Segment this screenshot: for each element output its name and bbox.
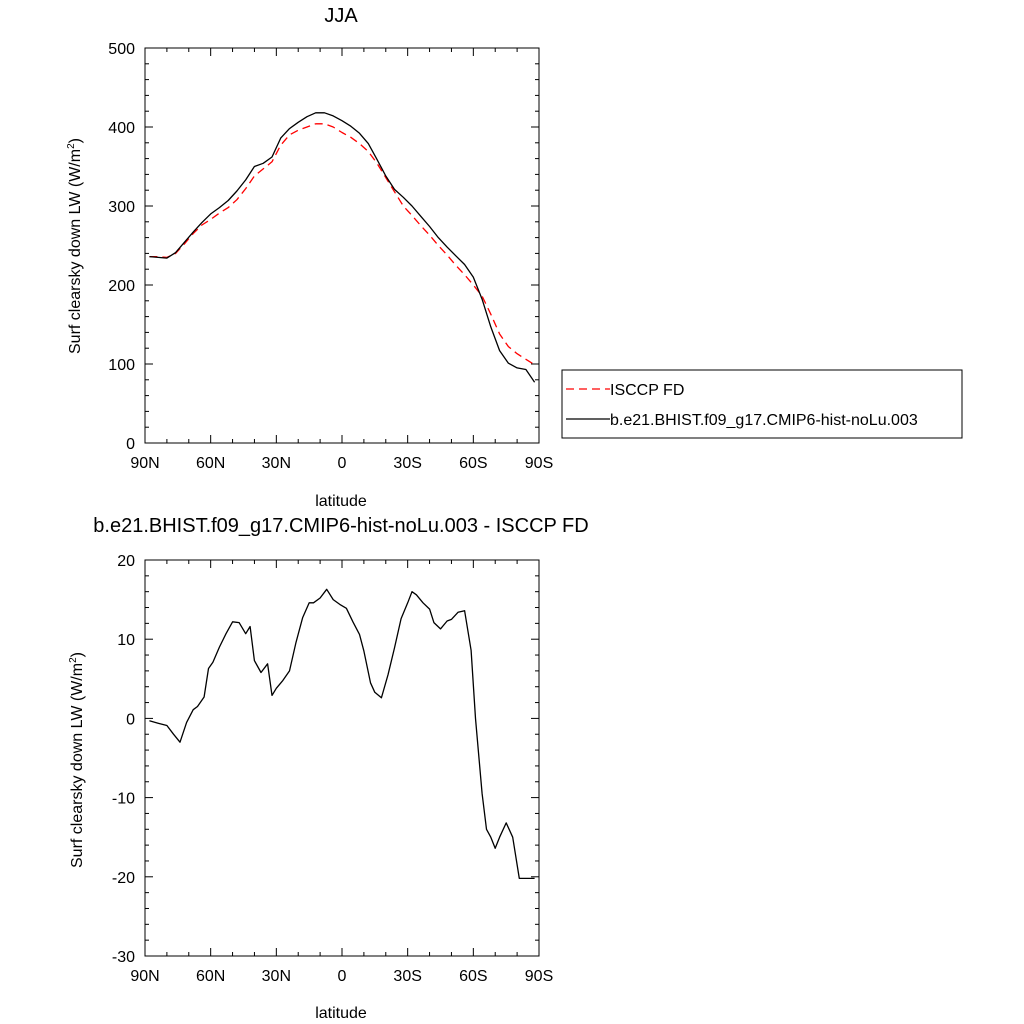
x-tick-label: 60S — [459, 455, 487, 472]
x-tick-label: 30N — [262, 455, 291, 472]
y-tick-label: 100 — [108, 357, 135, 374]
top-y-axis-label: Surf clearsky down LW (W/m2) — [66, 138, 84, 354]
y-tick-label: 300 — [108, 199, 135, 216]
y-tick-label: 200 — [108, 278, 135, 295]
top-x-axis-label: latitude — [315, 493, 367, 510]
y-tick-label: -10 — [112, 791, 135, 808]
series-line-1 — [149, 112, 536, 383]
x-tick-label: 60N — [196, 968, 225, 985]
y-tick-label: -30 — [112, 949, 135, 966]
y-tick-label: 400 — [108, 120, 135, 137]
y-tick-label: 20 — [117, 553, 135, 570]
x-tick-label: 90N — [130, 455, 159, 472]
legend-box — [561, 369, 963, 439]
top-plot: JJA 90N 60N 30N 0 30S 60S 90S0100200300400500 … — [66, 5, 963, 510]
top-axis-ticks: 90N 60N 30N 0 30S 60S 90S 0 100 200 300 400 500 — [108, 41, 553, 472]
x-tick-label: 60N — [196, 455, 225, 472]
x-tick-label: 90N — [130, 968, 159, 985]
legend-entry-isccp: ISCCP FD — [610, 382, 684, 399]
bottom-y-axis-label: Surf clearsky down LW (W/m2) — [68, 652, 86, 868]
bottom-series-group — [149, 588, 535, 880]
x-tick-label: 30S — [393, 455, 421, 472]
x-tick-label: 90S — [525, 455, 553, 472]
top-plot-title: JJA — [324, 5, 358, 27]
bottom-axis-ticks: 90N 60N 30N 0 30S 60S 90S -30 -20 -10 0 10 20 — [112, 553, 553, 985]
bottom-plot: b.e21.BHIST.f09_g17.CMIP6-hist-noLu.003 … — [68, 515, 589, 1022]
y-tick-label: -20 — [112, 870, 135, 887]
x-tick-label: 0 — [338, 968, 347, 985]
bottom-plot-title: b.e21.BHIST.f09_g17.CMIP6-hist-noLu.003 … — [93, 515, 588, 537]
y-tick-label: 10 — [117, 632, 135, 649]
x-tick-label: 30S — [393, 968, 421, 985]
legend-entry-model: b.e21.BHIST.f09_g17.CMIP6-hist-noLu.003 — [610, 412, 918, 429]
series-line-0 — [149, 588, 535, 880]
bottom-plot-frame — [144, 559, 540, 957]
series-line-0 — [149, 123, 535, 366]
x-tick-label: 90S — [525, 968, 553, 985]
y-tick-label: 500 — [108, 41, 135, 58]
x-tick-label: 0 — [338, 455, 347, 472]
top-series-group — [149, 112, 536, 383]
y-tick-label: 0 — [126, 436, 135, 453]
legend: ISCCP FD b.e21.BHIST.f09_g17.CMIP6-hist-… — [561, 369, 963, 439]
top-plot-frame — [144, 47, 540, 444]
x-tick-label: 60S — [459, 968, 487, 985]
y-tick-label: 0 — [126, 711, 135, 728]
bottom-x-axis-label: latitude — [315, 1005, 367, 1022]
x-tick-label: 30N — [262, 968, 291, 985]
